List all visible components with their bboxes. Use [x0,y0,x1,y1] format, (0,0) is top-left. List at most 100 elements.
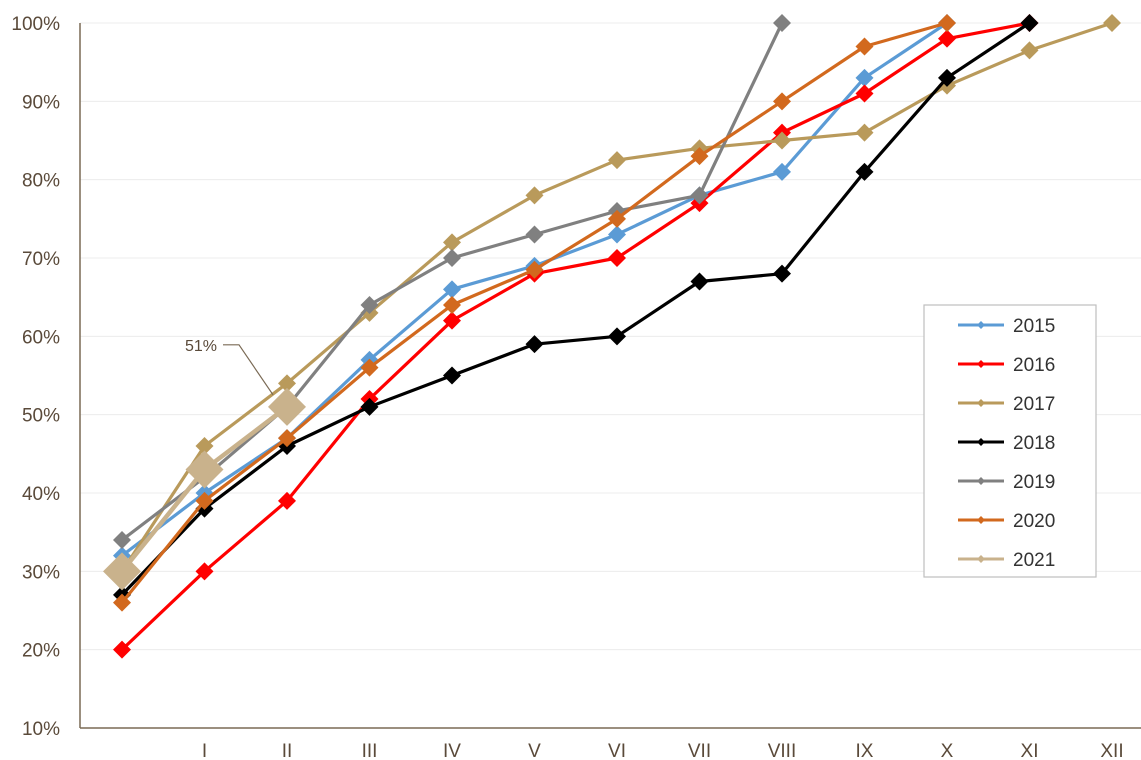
x-tick-label: XII [1100,741,1123,760]
axes [79,23,1141,729]
y-tick-label: 40% [22,484,60,505]
y-tick-label: 100% [11,14,60,35]
data-point [195,437,214,455]
data-point [113,640,131,659]
data-point [443,296,461,314]
data-point [773,131,791,150]
data-point [113,593,131,612]
data-point [443,311,461,330]
data-point [360,397,379,416]
data-point [690,186,709,205]
data-point [855,37,874,56]
data-point [525,335,544,354]
series-line-2016 [120,21,1030,651]
x-tick-label: III [362,741,378,760]
data-point [443,233,461,252]
legend-item-2021: 2021 [958,550,1055,571]
data-point [113,531,131,549]
data-point [443,280,461,299]
x-tick-label: V [528,741,541,760]
legend-item-2020: 2020 [958,511,1055,532]
x-tick-label: XI [1021,741,1039,760]
data-point [268,387,306,426]
legend: 2015 2016 2017 2018 2019 2020 2021 [923,304,1097,578]
annotation-label: 51% [185,338,217,355]
data-point [103,552,141,591]
data-point [1020,14,1039,32]
y-tick-label: 90% [22,92,60,113]
y-tick-labels: 10% 20% 30% 40% 50% 60% 70% 80% 90% 100% [11,14,60,740]
legend-swatch-marker [977,399,985,407]
series-2018 [113,14,1039,604]
legend-item-2015: 2015 [958,316,1055,337]
legend-swatch-marker [977,555,985,563]
data-point [773,92,791,111]
legend-label: 2019 [1013,472,1055,493]
legend-label: 2021 [1013,550,1055,571]
x-tick-label: IV [443,741,461,760]
x-tick-label: VII [688,741,711,760]
data-point [608,209,626,228]
data-point [278,491,296,510]
y-tick-label: 50% [22,406,60,427]
data-point [195,491,214,510]
data-point [608,151,626,170]
data-point [690,147,709,166]
legend-swatch-marker [977,516,985,524]
series-lines [103,14,1121,659]
series-2020 [113,14,956,612]
annotations: 51% [185,338,274,396]
x-tick-labels: I II III IV V VI VII VIII IX X XI XII [202,741,1124,760]
data-point [278,429,296,448]
legend-item-2018: 2018 [958,433,1055,454]
data-point [443,366,461,385]
data-point [443,249,461,267]
y-tick-label: 20% [22,641,60,662]
legend-swatch-marker [977,321,985,329]
data-point [525,225,544,244]
series-line-2020 [120,21,948,604]
x-tick-label: VIII [768,741,797,760]
legend-item-2016: 2016 [958,355,1055,376]
data-point [773,162,791,181]
legend-swatch-marker [977,477,985,485]
data-point [938,29,956,48]
data-point [608,225,626,244]
x-tick-label: VI [608,741,626,760]
data-point [938,68,956,87]
data-point [360,296,379,314]
data-point [1020,41,1039,60]
legend-swatch-marker [977,438,985,446]
data-point [938,14,956,32]
data-point [773,264,791,283]
x-tick-label: X [941,741,954,760]
y-tick-label: 30% [22,562,60,583]
data-point [1103,14,1121,32]
legend-item-2019: 2019 [958,472,1055,493]
data-point [360,358,379,377]
annotation-leader [223,344,274,396]
x-tick-label: I [202,741,207,760]
data-point [608,327,626,346]
data-point [855,68,874,87]
legend-label: 2020 [1013,511,1055,532]
legend-item-2017: 2017 [958,394,1055,415]
y-tick-label: 10% [22,719,60,740]
data-point [773,14,791,32]
y-tick-label: 60% [22,327,60,348]
legend-swatch-marker [977,360,985,368]
x-tick-label: II [282,741,293,760]
data-point [195,562,214,581]
y-tick-label: 80% [22,171,60,192]
legend-label: 2017 [1013,394,1055,415]
x-tick-label: IX [856,741,874,760]
data-point [690,272,709,291]
data-point [525,260,544,279]
data-point [855,162,874,181]
y-tick-label: 70% [22,249,60,270]
legend-box [923,304,1097,578]
series-2021 [103,387,306,591]
data-point [185,450,224,489]
data-point [525,186,544,205]
